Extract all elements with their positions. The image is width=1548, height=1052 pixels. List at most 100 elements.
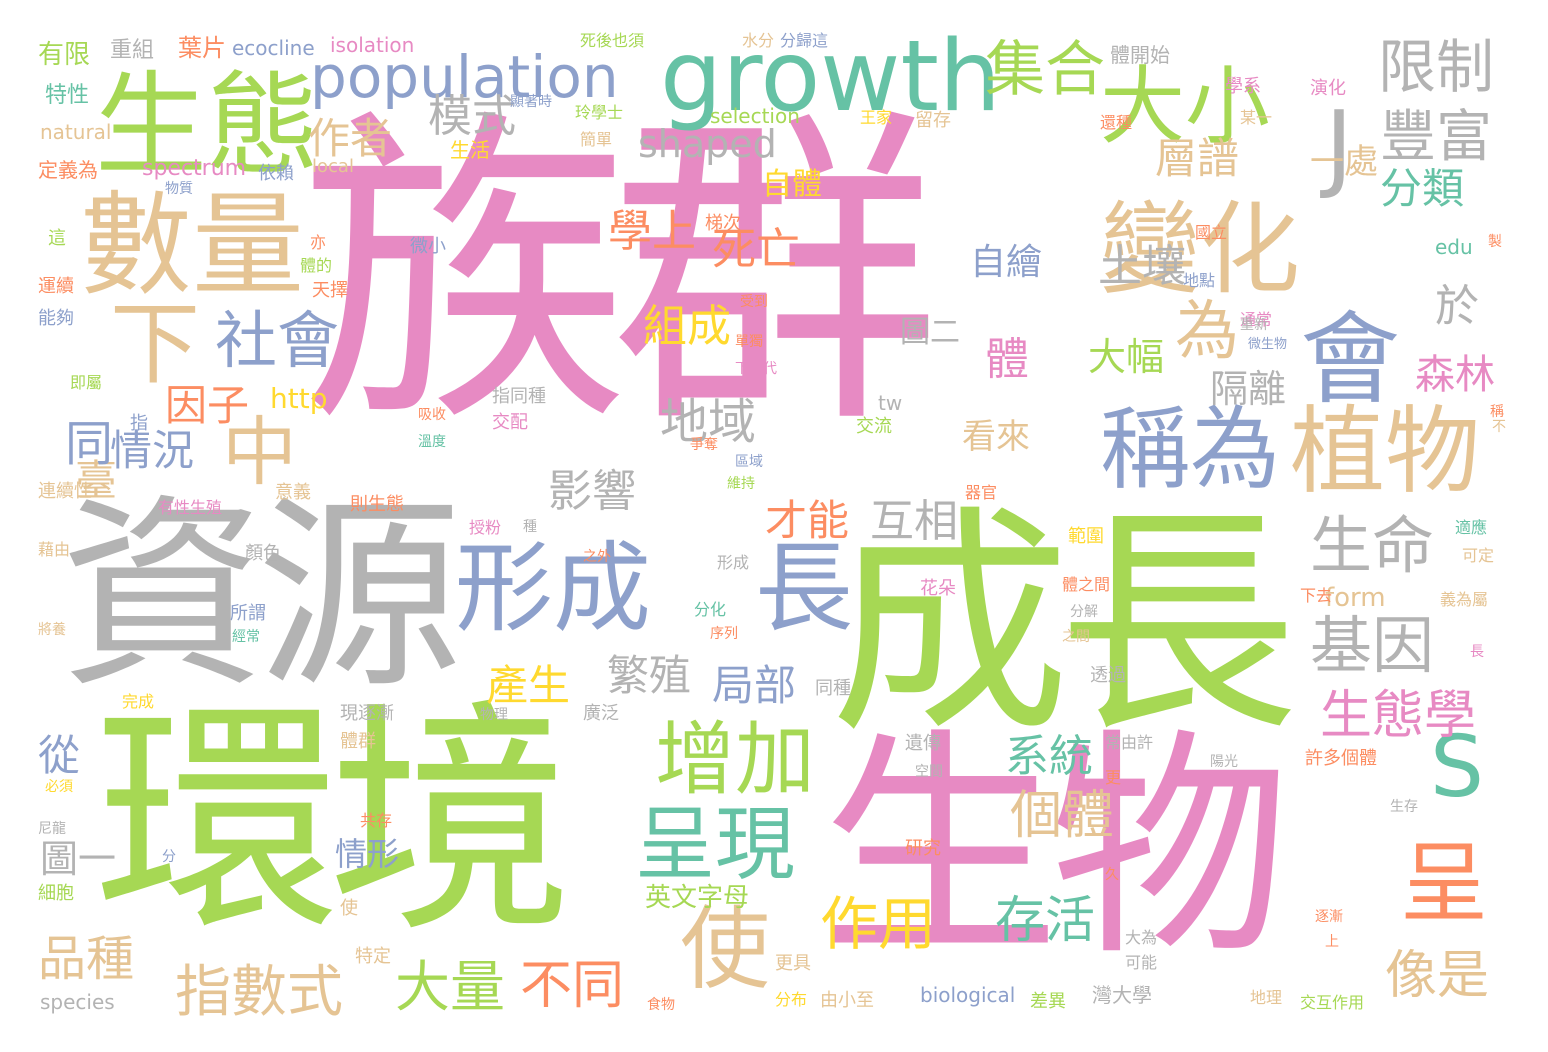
word-daliang: 大量 <box>395 955 506 1019</box>
word-zhong2: 種 <box>523 519 537 535</box>
word-jubu: 局部 <box>712 661 797 710</box>
word-quyu: 區域 <box>735 454 763 470</box>
word-xia: 下 <box>110 292 200 397</box>
word-weixiao: 微小 <box>410 236 446 257</box>
word-suowei: 所謂 <box>230 603 266 624</box>
word-xuduogeti: 許多個體 <box>1305 748 1377 769</box>
word-xingcheng: 形成 <box>455 532 652 646</box>
word-wangjia: 王家 <box>860 108 893 127</box>
word-biological: biological <box>920 983 1016 1007</box>
word-diyu: 地域 <box>660 394 757 450</box>
word-tiqun: 體群 <box>340 731 376 752</box>
word-cheng2: 稱 <box>1490 404 1504 420</box>
word-shengcun: 生存 <box>1390 799 1418 815</box>
word-fenbu: 分布 <box>775 990 808 1009</box>
word-zuoyong: 作用 <box>820 890 937 958</box>
word-tongzhong: 同種 <box>815 678 851 699</box>
word-xishou: 吸收 <box>418 407 446 423</box>
word-bixu: 必須 <box>45 779 73 795</box>
word-shang: 上 <box>1325 934 1339 950</box>
word-xiaqu: 下去 <box>1300 586 1333 605</box>
word-bianhua: 變化 <box>1100 191 1300 308</box>
word-bu: 不 <box>1492 419 1506 435</box>
word-yangguang: 陽光 <box>1210 754 1238 770</box>
word-zuqun: 族群 <box>300 83 940 467</box>
word-wuli: 物理 <box>480 707 508 723</box>
word-youxiaozhi: 由小至 <box>820 990 874 1011</box>
word-yanhua: 演化 <box>1310 78 1346 99</box>
word-nilong: 尼龍 <box>38 821 66 837</box>
word-yichuan: 遺傳 <box>905 733 941 754</box>
word-zhitongzhong: 指同種 <box>492 386 546 407</box>
word-yunxu: 運續 <box>38 276 74 297</box>
word-hui: 會 <box>1300 301 1400 418</box>
word-guangfan: 廣泛 <box>583 703 619 724</box>
word-jiaopei: 交配 <box>492 412 528 433</box>
word-selection: selection <box>710 104 800 128</box>
word-j: J <box>1325 92 1354 202</box>
word-chengxian: 呈現 <box>635 798 795 891</box>
word-huanjing: 環境 <box>95 680 573 965</box>
word-jihe: 集合 <box>985 35 1105 105</box>
word-wandaxue: 灣大學 <box>1092 983 1152 1007</box>
word-shoufen: 授粉 <box>469 518 502 537</box>
word-chongzu: 重組 <box>110 38 155 63</box>
word-ziyuan: 資源 <box>60 478 462 716</box>
word-ti: 體 <box>985 334 1029 385</box>
word-shengtaixue: 生態學 <box>1320 686 1477 746</box>
word-shuliang: 數量 <box>80 181 304 311</box>
word-zeshengtai: 則生態 <box>350 494 404 515</box>
word-huanzhong: 還種 <box>1100 113 1133 132</box>
word-shi: 使 <box>680 897 770 1002</box>
word-senlin: 森林 <box>1415 352 1495 398</box>
word-yiyi: 意義 <box>275 482 311 503</box>
word-xianzhi: 限制 <box>1378 33 1495 101</box>
word-shehui: 社會 <box>215 304 340 377</box>
word-moshi: 模式 <box>428 91 516 142</box>
word-cong: 從 <box>38 731 81 780</box>
word-xiangshi: 像是 <box>1385 946 1490 1006</box>
word-zhi: 指 <box>130 413 148 434</box>
word-geng: 更 <box>1105 768 1122 787</box>
word-yepian: 葉片 <box>178 34 226 62</box>
word-isolation: isolation <box>330 33 415 57</box>
word-yiweishu: 義為屬 <box>1440 590 1489 609</box>
word-huxiang: 互相 <box>870 496 958 547</box>
word-ziti: 自體 <box>762 167 822 202</box>
word-zhengduo: 爭奪 <box>690 437 718 453</box>
word-zihui: 自繪 <box>970 242 1043 283</box>
word-wancheng: 完成 <box>122 692 155 711</box>
word-yu: 於 <box>1435 281 1479 332</box>
word-mouyi: 某一 <box>1240 108 1273 127</box>
word-shengtai: 生態 <box>95 61 319 191</box>
word-yinzi: 因子 <box>165 381 250 430</box>
word-liucun: 留存 <box>915 110 951 131</box>
word-cunhuo: 存活 <box>995 891 1095 949</box>
word-shi2: 使 <box>340 898 358 919</box>
word-yichu: 一處 <box>1310 142 1378 182</box>
word-keding: 可定 <box>1462 546 1495 565</box>
word-touguo: 透過 <box>1090 665 1126 686</box>
word-qingxing: 情形 <box>335 835 400 873</box>
word-growth: growth <box>660 20 1001 134</box>
word-zhiwai: 之外 <box>583 549 611 565</box>
word-siwang: 死亡 <box>712 224 800 275</box>
word-zhijian: 之間 <box>1062 629 1090 645</box>
word-tikaishi: 體開始 <box>1110 43 1170 67</box>
word-xitong: 系統 <box>1005 731 1093 782</box>
word-jiaoliu: 交流 <box>856 416 892 437</box>
word-kanlai: 看來 <box>962 417 1030 457</box>
word-shiying: 適應 <box>1455 518 1488 537</box>
word-natural: natural <box>40 120 112 144</box>
word-xianzhushi: 顯著時 <box>510 94 552 110</box>
word-zhiwu: 植物 <box>1290 397 1481 507</box>
word-xueshang: 學上 <box>608 206 696 257</box>
word-wei: 為 <box>1175 295 1239 369</box>
word-weichi: 維持 <box>727 476 755 492</box>
word-geti: 個體 <box>1010 786 1115 846</box>
word-texing: 特性 <box>45 83 90 108</box>
word-xuexi: 學系 <box>1225 76 1261 97</box>
word-geli: 隔離 <box>1210 367 1287 411</box>
word-dandu: 單獨 <box>735 334 763 350</box>
word-dingyiwei: 定義為 <box>38 158 98 182</box>
